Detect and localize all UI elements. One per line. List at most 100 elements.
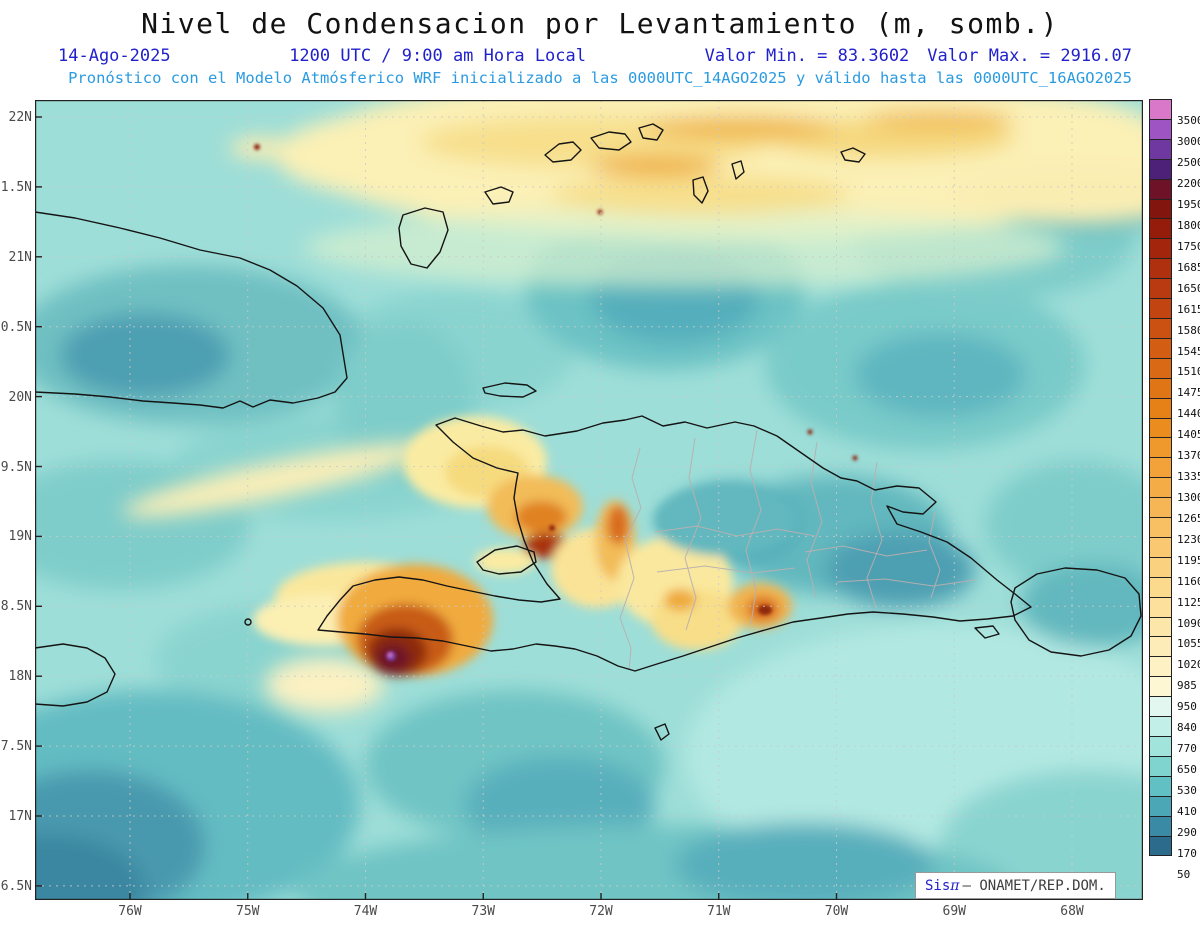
colorbar-tick-label: 2500: [1177, 156, 1200, 170]
colorbar-tick-label: 530: [1177, 783, 1197, 797]
lat-label: 7.5N: [1, 739, 32, 755]
colorbar-segment: [1149, 158, 1172, 180]
colorbar-segment: [1149, 497, 1172, 519]
colorbar-tick-label: 410: [1177, 804, 1197, 818]
colorbar-segment: [1149, 835, 1172, 857]
coastline-puerto-rico: [1010, 567, 1142, 657]
colorbar-segment: [1149, 656, 1172, 678]
watermark-text: – ONAMET/REP.DOM.: [962, 877, 1106, 894]
island-salt-cay-spot: [731, 160, 745, 180]
colorbar-tick-label: 1055: [1177, 637, 1200, 651]
lat-label: 17N: [8, 809, 32, 824]
admin-boundaries: [619, 429, 976, 671]
colorbar-segment: [1149, 795, 1172, 817]
lon-label: 70W: [824, 904, 849, 919]
colorbar-tick-label: 650: [1177, 762, 1197, 776]
colorbar-segment: [1149, 417, 1172, 439]
coastlines: [35, 123, 1142, 741]
header-max-value: Valor Max. = 2916.07: [927, 46, 1132, 66]
colorbar-tick-label: 1510: [1177, 365, 1200, 379]
colorbar-segment: [1149, 298, 1172, 319]
island-gonave: [476, 545, 537, 575]
colorbar-segment: [1149, 616, 1172, 638]
lon-label: 73W: [471, 904, 495, 919]
colorbar-segment: [1149, 337, 1172, 359]
colorbar-segment: [1149, 178, 1172, 200]
colorbar-tick-label: 3500: [1177, 114, 1200, 128]
colorbar-segment: [1149, 536, 1172, 558]
colorbar-tick-label: 1405: [1177, 428, 1200, 442]
header-minmax: Valor Min. = 83.3602 Valor Max. = 2916.0…: [705, 46, 1132, 66]
header-info-row: 14-Ago-2025 1200 UTC / 9:00 am Hora Loca…: [58, 46, 1132, 66]
island-beata: [654, 723, 670, 741]
lat-label: 9.5N: [1, 459, 32, 475]
colorbar-segment: [1149, 357, 1172, 379]
colorbar-tick-label: 1370: [1177, 449, 1200, 463]
colorbar-segment: [1149, 556, 1172, 578]
colorbar-segment: [1149, 755, 1172, 777]
island-grand-turk-spot: [692, 176, 709, 204]
colorbar-segment: [1149, 437, 1172, 459]
colorbar-segment: [1149, 477, 1172, 499]
colorbar-tick-label: 290: [1177, 825, 1197, 839]
lat-label: 21N: [8, 249, 32, 265]
watermark-brand: Sis: [925, 877, 951, 894]
colorbar-segment: [1149, 716, 1172, 737]
island-little-inagua: [484, 186, 514, 205]
island-saona: [974, 625, 1000, 639]
lon-label: 68W: [1060, 904, 1084, 919]
colorbar-tick-label: 1335: [1177, 470, 1200, 484]
colorbar-tick-label: 985: [1177, 679, 1197, 693]
colorbar-segment: [1149, 278, 1172, 300]
watermark-pi-icon: π: [950, 877, 960, 894]
colorbar-segment: [1149, 138, 1172, 160]
colorbar-tick-label: 1160: [1177, 574, 1200, 588]
island-tortue: [482, 382, 537, 398]
extreme-spots: [254, 144, 858, 661]
lon-label: 71W: [707, 904, 731, 919]
colorbar-tick-label: 840: [1177, 721, 1197, 735]
lat-label: 8.5N: [1, 599, 32, 615]
forecast-line: Pronóstico con el Modelo Atmósferico WRF…: [68, 69, 1132, 87]
lon-label: 72W: [589, 904, 613, 919]
lon-label: 69W: [942, 904, 966, 919]
colorbar-tick-label: 1750: [1177, 239, 1200, 253]
colorbar-tick-label: 1090: [1177, 616, 1200, 630]
coastline-jamaica: [35, 643, 116, 707]
colorbar-tick-label: 1265: [1177, 511, 1200, 525]
yellow-band-field: [123, 100, 1143, 713]
gridlines: [35, 100, 1143, 900]
colorbar-segment: [1149, 238, 1172, 260]
colorbar-tick-label: 1300: [1177, 491, 1200, 504]
header-time: 1200 UTC / 9:00 am Hora Local: [289, 46, 586, 66]
header-min-value: Valor Min. = 83.3602: [704, 46, 910, 66]
colorbar-segment: [1149, 517, 1172, 538]
colorbar-segment: [1149, 815, 1172, 837]
colorbar-segment: [1149, 596, 1172, 618]
lon-label: 74W: [353, 904, 378, 919]
lat-label: 6.5N: [1, 878, 32, 894]
colorbar-segment: [1149, 775, 1172, 797]
islands-caicos: [544, 123, 866, 163]
lat-label: 22N: [8, 110, 32, 125]
header-date: 14-Ago-2025: [58, 46, 171, 66]
colorbar-segment: [1149, 118, 1172, 140]
colorbar-tick-label: 3000: [1177, 135, 1200, 149]
map-frame-border: [35, 100, 1143, 900]
lat-label: 0.5N: [1, 319, 32, 335]
colorbar-segment: [1149, 676, 1172, 698]
colorbar-tick-label: 1800: [1177, 219, 1200, 233]
colorbar-tick-label: 1440: [1177, 407, 1200, 421]
colorbar-tick-label: 1475: [1177, 386, 1200, 400]
island-navassa: [244, 618, 252, 626]
watermark: Sis π – ONAMET/REP.DOM.: [915, 872, 1116, 899]
colorbar-tick-label: 770: [1177, 742, 1197, 756]
colorbar-tick-label: 170: [1177, 846, 1197, 860]
coastline-cuba: [35, 211, 348, 409]
colorbar-tick-label: 950: [1177, 700, 1197, 714]
colorbar-segment: [1149, 636, 1172, 658]
colorbar-tick-label: 1650: [1177, 281, 1200, 295]
colorbar-tick-label: 50: [1177, 867, 1191, 881]
colorbar-segment: [1149, 457, 1172, 479]
